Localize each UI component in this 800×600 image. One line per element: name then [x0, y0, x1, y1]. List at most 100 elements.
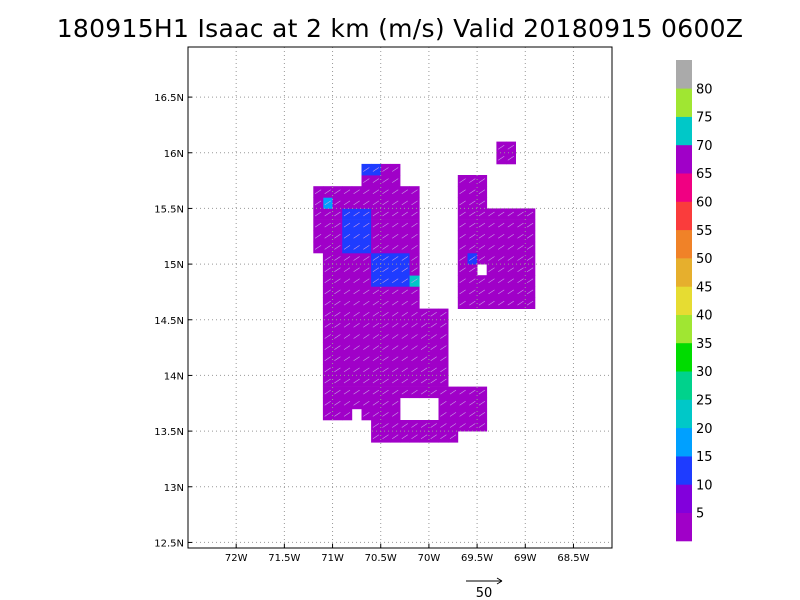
wind-arrow [517, 211, 524, 217]
wind-arrow [526, 245, 534, 250]
wind-arrow [324, 234, 331, 239]
wind-arrow [343, 256, 351, 261]
wind-arrow [343, 323, 351, 328]
y-tick-label: 13.5N [154, 427, 184, 438]
colorbar-label: 80 [696, 82, 713, 97]
wind-arrow [401, 345, 408, 350]
wind-arrow [411, 289, 418, 295]
wind-arrow [392, 234, 399, 239]
wind-arrow [382, 278, 389, 284]
wind-arrow [382, 356, 389, 361]
colorbar-label: 60 [696, 196, 713, 211]
wind-cell [380, 219, 391, 232]
wind-arrow [382, 389, 389, 395]
wind-cell [380, 353, 391, 365]
wind-cell [467, 253, 478, 265]
wind-arrow [334, 311, 341, 317]
gridlines [188, 47, 612, 548]
wind-arrow [382, 256, 389, 261]
wind-arrow [353, 222, 360, 228]
wind-cell [496, 253, 507, 265]
wind-arrow [372, 356, 380, 361]
wind-arrow [507, 256, 514, 261]
wind-arrow [469, 222, 476, 228]
wind-arrow [469, 289, 476, 295]
wind-cell [322, 286, 333, 298]
wind-arrow [372, 323, 380, 328]
wind-arrow [353, 245, 360, 250]
wind-arrow [372, 245, 380, 250]
y-tick-label: 16N [164, 149, 184, 160]
wind-cell [322, 219, 333, 232]
y-tick-label: 14N [164, 371, 184, 382]
wind-arrow [334, 389, 341, 395]
colorbar-segment [676, 116, 692, 146]
wind-arrow [469, 189, 476, 194]
wind-cell [322, 353, 333, 365]
wind-arrow [411, 300, 418, 306]
wind-cell [361, 253, 372, 265]
wind-cell [361, 186, 372, 198]
wind-arrow [372, 378, 380, 384]
wind-arrow [382, 334, 389, 339]
wind-arrow [392, 167, 399, 172]
wind-arrow [507, 245, 514, 250]
wind-arrow [469, 278, 476, 284]
wind-arrow [363, 356, 370, 361]
wind-arrow [324, 256, 331, 261]
colorbar-segment [676, 371, 692, 400]
wind-arrow [382, 345, 389, 350]
wind-speed-cells [313, 141, 536, 443]
plot-frame [187, 46, 613, 549]
wind-arrow [343, 300, 351, 306]
wind-arrow [363, 367, 370, 373]
wind-arrow [334, 245, 341, 250]
wind-cell [351, 386, 362, 399]
wind-arrow [411, 356, 418, 361]
wind-cell [390, 186, 401, 198]
wind-arrow [488, 245, 495, 250]
chart-title: 180915H1 Isaac at 2 km (m/s) Valid 20180… [56, 14, 744, 43]
wind-arrow [353, 200, 360, 206]
wind-arrow [469, 256, 476, 261]
wind-cell [371, 420, 382, 432]
wind-arrow [459, 401, 466, 406]
wind-cell [419, 353, 430, 365]
wind-arrow [343, 412, 351, 417]
wind-arrow [382, 378, 389, 384]
wind-cell [448, 420, 459, 432]
wind-arrow [507, 156, 514, 161]
wind-cell [457, 253, 468, 265]
wind-cell [457, 186, 468, 198]
wind-cell [380, 420, 391, 432]
wind-arrow [411, 367, 418, 373]
wind-arrow [478, 200, 486, 206]
wind-arrow [382, 300, 389, 306]
wind-cell [322, 319, 333, 332]
wind-arrow [324, 378, 331, 384]
colorbar-segment [676, 286, 692, 315]
wind-arrow [314, 222, 322, 228]
wind-cell [457, 286, 468, 298]
x-tick-label: 70W [418, 553, 441, 564]
wind-arrow [430, 434, 437, 439]
wind-arrow [420, 345, 428, 350]
colorbar-segment [676, 484, 692, 513]
wind-cell [448, 386, 459, 399]
wind-cell [477, 186, 488, 198]
wind-cell [342, 186, 353, 198]
wind-arrow [334, 334, 341, 339]
wind-arrow [526, 267, 534, 272]
wind-cell [380, 319, 391, 332]
wind-arrow [363, 412, 370, 417]
wind-arrow [314, 200, 322, 206]
y-tick-label: 15.5N [154, 204, 184, 215]
wind-arrow [353, 356, 360, 361]
wind-cell [342, 386, 353, 399]
wind-arrow [459, 189, 466, 194]
wind-arrow [343, 356, 351, 361]
wind-arrow [526, 234, 534, 239]
wind-arrow [372, 289, 380, 295]
wind-cell [419, 420, 430, 432]
wind-cell [390, 353, 401, 365]
